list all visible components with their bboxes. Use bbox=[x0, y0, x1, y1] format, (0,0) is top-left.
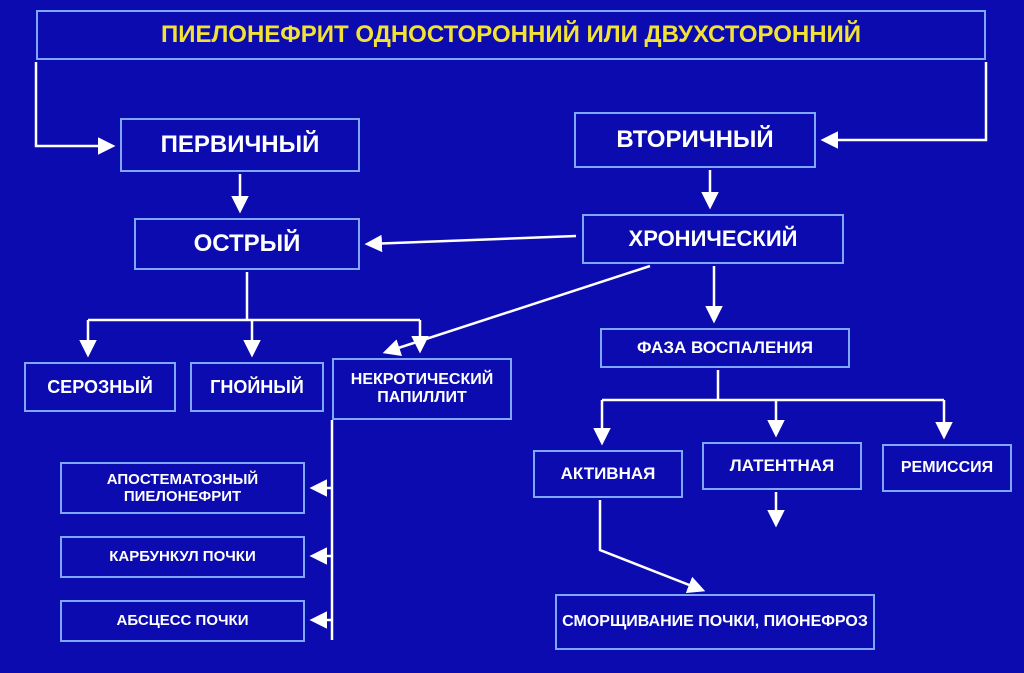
edge bbox=[36, 62, 112, 146]
node-title: ПИЕЛОНЕФРИТ ОДНОСТОРОННИЙ ИЛИ ДВУХСТОРОН… bbox=[36, 10, 986, 60]
node-label: АБСЦЕСС ПОЧКИ bbox=[117, 612, 249, 629]
node-label: КАРБУНКУЛ ПОЧКИ bbox=[109, 548, 255, 565]
node-label: ГНОЙНЫЙ bbox=[210, 377, 304, 398]
node-label: ПЕРВИЧНЫЙ bbox=[161, 131, 320, 159]
node-label: СЕРОЗНЫЙ bbox=[47, 377, 153, 398]
node-label: НЕКРОТИЧЕСКИЙ ПАПИЛЛИТ bbox=[334, 371, 510, 408]
node-label: ЛАТЕНТНАЯ bbox=[730, 456, 835, 476]
node-latent: ЛАТЕНТНАЯ bbox=[702, 442, 862, 490]
node-chronic: ХРОНИЧЕСКИЙ bbox=[582, 214, 844, 264]
node-acute: ОСТРЫЙ bbox=[134, 218, 360, 270]
edge bbox=[824, 62, 986, 140]
node-purulent: ГНОЙНЫЙ bbox=[190, 362, 324, 412]
node-abscess: АБСЦЕСС ПОЧКИ bbox=[60, 600, 305, 642]
node-label: ФАЗА ВОСПАЛЕНИЯ bbox=[637, 338, 813, 358]
node-secondary: ВТОРИЧНЫЙ bbox=[574, 112, 816, 168]
node-label: АКТИВНАЯ bbox=[561, 464, 656, 484]
node-apostema: АПОСТЕМАТОЗНЫЙ ПИЕЛОНЕФРИТ bbox=[60, 462, 305, 514]
diagram-stage: ПИЕЛОНЕФРИТ ОДНОСТОРОННИЙ ИЛИ ДВУХСТОРОН… bbox=[0, 0, 1024, 673]
edge bbox=[600, 500, 702, 590]
node-phase: ФАЗА ВОСПАЛЕНИЯ bbox=[600, 328, 850, 368]
node-label: ХРОНИЧЕСКИЙ bbox=[629, 226, 798, 251]
node-primary: ПЕРВИЧНЫЙ bbox=[120, 118, 360, 172]
edge bbox=[368, 236, 576, 244]
node-carbuncle: КАРБУНКУЛ ПОЧКИ bbox=[60, 536, 305, 578]
node-label: РЕМИССИЯ bbox=[901, 459, 993, 477]
node-shrink: СМОРЩИВАНИЕ ПОЧКИ, ПИОНЕФРОЗ bbox=[555, 594, 875, 650]
node-label: ОСТРЫЙ bbox=[194, 230, 301, 258]
node-necrotic: НЕКРОТИЧЕСКИЙ ПАПИЛЛИТ bbox=[332, 358, 512, 420]
node-label: АПОСТЕМАТОЗНЫЙ ПИЕЛОНЕФРИТ bbox=[62, 471, 303, 506]
node-label: ВТОРИЧНЫЙ bbox=[616, 126, 773, 154]
node-remission: РЕМИССИЯ bbox=[882, 444, 1012, 492]
node-active: АКТИВНАЯ bbox=[533, 450, 683, 498]
node-label: ПИЕЛОНЕФРИТ ОДНОСТОРОННИЙ ИЛИ ДВУХСТОРОН… bbox=[161, 21, 861, 49]
node-serous: СЕРОЗНЫЙ bbox=[24, 362, 176, 412]
node-label: СМОРЩИВАНИЕ ПОЧКИ, ПИОНЕФРОЗ bbox=[562, 613, 868, 631]
